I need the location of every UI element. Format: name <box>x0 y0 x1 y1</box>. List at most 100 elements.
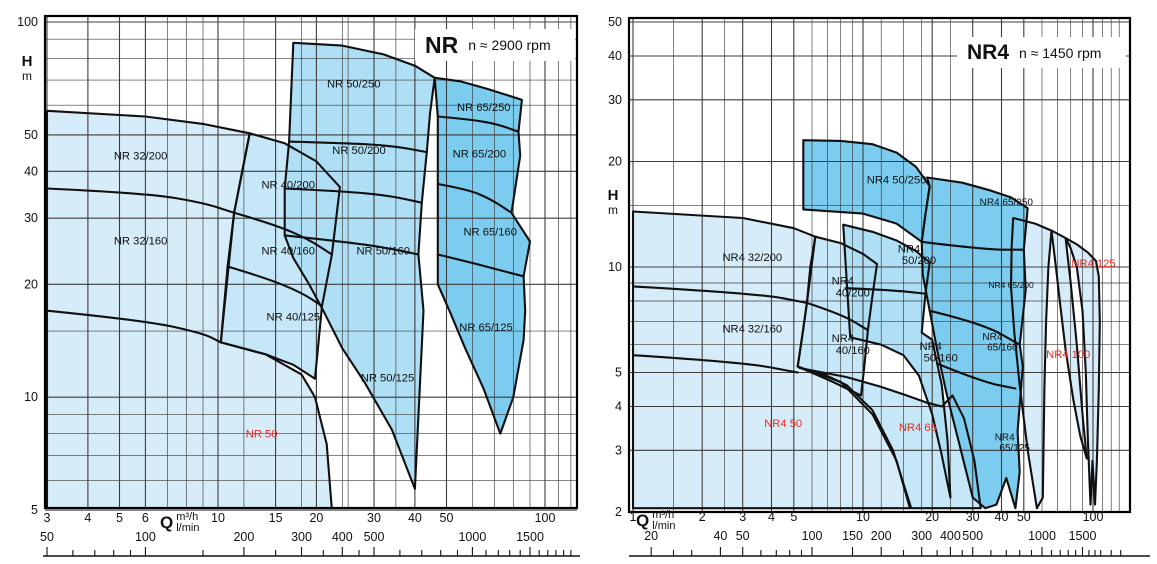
svg-text:NR 50/160: NR 50/160 <box>356 246 410 258</box>
svg-text:100: 100 <box>535 511 556 525</box>
svg-text:50: 50 <box>736 529 750 543</box>
svg-text:4: 4 <box>768 510 775 524</box>
svg-text:5: 5 <box>615 366 622 380</box>
nr4-y-axis-unit: H m <box>601 188 625 218</box>
svg-text:6: 6 <box>142 511 149 525</box>
svg-text:3: 3 <box>739 510 746 524</box>
svg-text:1000: 1000 <box>458 530 486 544</box>
svg-text:NR 40/160: NR 40/160 <box>261 246 315 258</box>
svg-text:100: 100 <box>135 530 156 544</box>
svg-text:NR 65/250: NR 65/250 <box>457 102 511 114</box>
svg-text:50: 50 <box>24 128 38 142</box>
svg-text:NR 32/200: NR 32/200 <box>114 151 168 163</box>
nr-y-axis-symbol: H <box>21 53 33 70</box>
svg-text:40: 40 <box>995 510 1009 524</box>
nr4-y-axis-unit-text: m <box>608 203 618 217</box>
nr-series-title: NR <box>425 31 459 58</box>
svg-text:500: 500 <box>364 530 385 544</box>
svg-text:20: 20 <box>608 155 622 169</box>
svg-text:5: 5 <box>790 510 797 524</box>
svg-text:NR 50: NR 50 <box>246 429 278 441</box>
svg-text:10: 10 <box>608 260 622 274</box>
svg-text:50: 50 <box>40 530 54 544</box>
svg-text:10: 10 <box>24 390 38 404</box>
svg-text:3: 3 <box>44 511 51 525</box>
svg-text:200: 200 <box>871 529 892 543</box>
svg-text:NR4 65: NR4 65 <box>899 422 937 434</box>
svg-text:3: 3 <box>615 443 622 457</box>
svg-text:30: 30 <box>608 93 622 107</box>
svg-text:300: 300 <box>911 529 932 543</box>
svg-text:100: 100 <box>1083 510 1104 524</box>
svg-text:4: 4 <box>84 511 91 525</box>
svg-text:NR4 65/200: NR4 65/200 <box>988 280 1034 290</box>
svg-text:20: 20 <box>24 277 38 291</box>
svg-text:NR4 65/250: NR4 65/250 <box>980 197 1034 208</box>
nr-x-axis-unit: Q m³/h l/min <box>160 512 199 534</box>
svg-text:1: 1 <box>630 510 637 524</box>
svg-text:100: 100 <box>802 529 823 543</box>
svg-text:NR4 32/160: NR4 32/160 <box>722 324 782 336</box>
svg-text:50: 50 <box>440 511 454 525</box>
svg-text:200: 200 <box>233 530 254 544</box>
svg-text:NR 65/125: NR 65/125 <box>459 322 513 334</box>
svg-text:NR4 125: NR4 125 <box>1071 258 1115 270</box>
nr-chart-title-box: NR n ≈ 2900 rpm <box>415 29 575 61</box>
svg-text:1000: 1000 <box>1028 529 1056 543</box>
nr4-q-unit-top: m³/h <box>652 509 675 521</box>
svg-text:50: 50 <box>608 15 622 29</box>
svg-text:NR 50/200: NR 50/200 <box>332 145 386 157</box>
svg-text:30: 30 <box>24 211 38 225</box>
svg-text:15: 15 <box>269 511 283 525</box>
svg-text:2: 2 <box>615 505 622 519</box>
svg-text:2: 2 <box>699 510 706 524</box>
nr4-series-title: NR4 <box>967 40 1010 64</box>
svg-text:NR 50/125: NR 50/125 <box>361 373 415 385</box>
svg-text:1500: 1500 <box>1069 529 1097 543</box>
nr4-y-axis-symbol: H <box>607 187 619 204</box>
svg-text:NR4 50/250: NR4 50/250 <box>867 175 927 187</box>
svg-text:10: 10 <box>856 510 870 524</box>
svg-text:NR 32/160: NR 32/160 <box>114 236 168 248</box>
svg-text:NR 65/200: NR 65/200 <box>453 149 507 161</box>
nr-q-symbol: Q <box>160 513 174 532</box>
svg-text:50: 50 <box>1017 510 1031 524</box>
svg-text:40: 40 <box>408 511 422 525</box>
svg-text:1500: 1500 <box>516 530 544 544</box>
nr4-rpm-label: n ≈ 1450 rpm <box>1019 44 1102 61</box>
nr4-q-unit-bottom: l/min <box>652 520 676 532</box>
svg-text:NR4 50: NR4 50 <box>764 418 802 430</box>
svg-text:NR4 32/200: NR4 32/200 <box>722 252 782 264</box>
svg-text:500: 500 <box>962 529 983 543</box>
nr4-chart-title-box: NR4 n ≈ 1450 rpm <box>957 37 1126 68</box>
svg-text:400: 400 <box>940 529 961 543</box>
nr4-x-axis-unit: Q m³/h l/min <box>636 510 675 532</box>
nr-q-unit-bottom: l/min <box>176 522 200 534</box>
svg-text:100: 100 <box>17 15 38 29</box>
svg-text:5: 5 <box>31 503 38 517</box>
nr-y-axis-unit: H m <box>15 54 39 84</box>
nr4-q-symbol: Q <box>636 511 650 530</box>
svg-text:20: 20 <box>644 529 658 543</box>
svg-text:40: 40 <box>24 164 38 178</box>
svg-text:30: 30 <box>966 510 980 524</box>
svg-text:30: 30 <box>367 511 381 525</box>
svg-text:150: 150 <box>842 529 863 543</box>
svg-text:10: 10 <box>211 511 225 525</box>
svg-text:NR 40/125: NR 40/125 <box>267 312 321 324</box>
svg-text:400: 400 <box>332 530 353 544</box>
svg-text:40: 40 <box>608 49 622 63</box>
svg-text:NR4 100: NR4 100 <box>1046 349 1090 361</box>
nr-q-unit-top: m³/h <box>176 511 199 523</box>
svg-text:20: 20 <box>309 511 323 525</box>
svg-text:20: 20 <box>925 510 939 524</box>
nr-rpm-label: n ≈ 2900 rpm <box>468 37 551 53</box>
svg-text:NR 50/250: NR 50/250 <box>327 78 381 90</box>
